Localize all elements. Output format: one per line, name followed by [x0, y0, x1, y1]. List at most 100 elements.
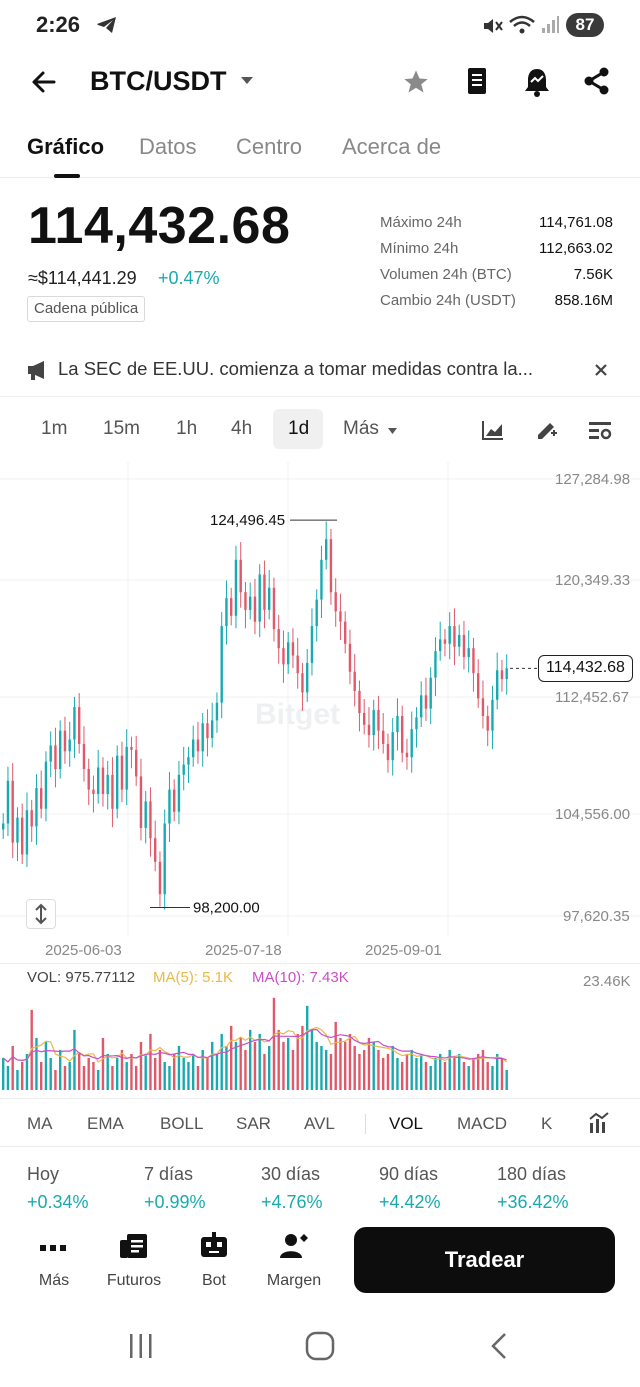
- perf-label-7d: 7 días: [144, 1164, 194, 1184]
- interval-1m[interactable]: 1m: [41, 418, 68, 439]
- volume-bar: [106, 1053, 109, 1090]
- tab-centro[interactable]: Centro: [236, 134, 303, 159]
- volume-bar: [277, 1029, 280, 1090]
- candle-body: [410, 729, 413, 758]
- chevron-down-icon[interactable]: [240, 76, 254, 86]
- candle-body: [363, 713, 366, 725]
- candle-body: [92, 789, 95, 795]
- indicator-macd[interactable]: MACD: [457, 1114, 508, 1133]
- tab-grafico[interactable]: Gráfico: [27, 134, 105, 159]
- candle-body: [225, 598, 228, 627]
- candle-body: [486, 715, 489, 731]
- chart-resize-button[interactable]: [26, 899, 56, 929]
- back-arrow-icon[interactable]: [30, 68, 58, 96]
- interval-15m[interactable]: 15m: [103, 418, 140, 439]
- candle-body: [415, 717, 418, 730]
- chart-settings-icon[interactable]: [587, 418, 613, 442]
- signal-icon: [542, 16, 559, 33]
- volume-label: VOL: 975.77112: [27, 969, 136, 986]
- wifi-icon: [509, 15, 535, 34]
- candlestick-chart[interactable]: Bitget 124,496.45 98,200.00: [0, 462, 640, 960]
- price-alert-bell-icon[interactable]: [522, 66, 552, 98]
- bot-icon[interactable]: [198, 1232, 230, 1260]
- volume-bar: [154, 1057, 157, 1090]
- interval-1h[interactable]: 1h: [176, 418, 198, 439]
- volume-bar: [439, 1053, 442, 1090]
- volume-bar: [410, 1049, 413, 1090]
- close-icon[interactable]: [594, 363, 608, 377]
- megaphone-icon: [28, 361, 44, 380]
- volume-bar: [363, 1049, 366, 1090]
- recent-apps-icon[interactable]: [126, 1331, 156, 1361]
- candle-body: [472, 648, 475, 674]
- news-headline[interactable]: La SEC de EE.UU. comienza a tomar medida…: [58, 358, 534, 379]
- nav-label-futures[interactable]: Futuros: [106, 1272, 162, 1289]
- candle-body: [329, 539, 333, 593]
- volume-ma10: MA(10): 7.43K: [252, 969, 349, 986]
- pair-title[interactable]: BTC/USDT: [90, 66, 227, 96]
- candle-body: [367, 724, 371, 736]
- price-axis-label: 120,349.33: [555, 572, 631, 589]
- volume-chart[interactable]: [0, 992, 640, 1092]
- perf-label-90d: 90 días: [379, 1164, 439, 1184]
- indicator-settings-icon[interactable]: [587, 1111, 611, 1135]
- volume-bar: [424, 1061, 428, 1090]
- perf-label-30d: 30 días: [261, 1164, 321, 1184]
- star-icon[interactable]: [402, 68, 430, 96]
- candle-body: [144, 801, 147, 828]
- candle-body: [306, 662, 309, 693]
- nav-label-more[interactable]: Más: [38, 1272, 70, 1289]
- indicator-boll[interactable]: BOLL: [160, 1114, 204, 1133]
- indicator-ma[interactable]: MA: [27, 1114, 53, 1133]
- indicator-k[interactable]: K: [541, 1114, 553, 1133]
- candle-body: [106, 774, 109, 795]
- drawing-tools-icon[interactable]: [535, 417, 559, 441]
- candle-body: [211, 720, 214, 739]
- candle-body: [201, 723, 204, 752]
- notebook-icon[interactable]: [464, 66, 490, 96]
- volume-bar: [253, 1041, 257, 1090]
- volume-bar: [6, 1065, 10, 1090]
- volume-bar: [97, 1069, 100, 1090]
- indicator-vol[interactable]: VOL: [389, 1114, 424, 1133]
- share-icon[interactable]: [582, 66, 612, 96]
- volume-bar: [116, 1057, 119, 1090]
- candle-body: [163, 823, 166, 895]
- volume-bar: [54, 1069, 57, 1090]
- interval-1d[interactable]: 1d: [288, 418, 310, 439]
- tab-acerca-de[interactable]: Acerca de: [342, 134, 442, 159]
- chain-badge[interactable]: Cadena pública: [27, 296, 146, 322]
- candle-body: [35, 788, 38, 827]
- candle-body: [73, 707, 76, 740]
- indicator-sar[interactable]: SAR: [236, 1114, 271, 1133]
- news-banner[interactable]: La SEC de EE.UU. comienza a tomar medida…: [0, 346, 640, 394]
- candle-body: [168, 789, 171, 824]
- volume-bar: [282, 1041, 285, 1090]
- volume-bar: [339, 1037, 342, 1090]
- chevron-down-icon[interactable]: [387, 427, 398, 435]
- chart-type-icon[interactable]: [481, 419, 505, 441]
- candle-body: [296, 655, 299, 674]
- interval-more[interactable]: Más: [343, 418, 379, 439]
- volume-bar: [301, 1025, 304, 1090]
- volume-bar: [192, 1053, 195, 1090]
- more-dots-icon[interactable]: [38, 1236, 68, 1260]
- home-button-icon[interactable]: [304, 1330, 336, 1362]
- candle-body: [253, 596, 257, 622]
- nav-label-margin[interactable]: Margen: [266, 1272, 322, 1289]
- futures-icon[interactable]: [118, 1232, 150, 1260]
- volume-bar: [372, 1041, 375, 1090]
- volume-bar: [453, 1057, 456, 1090]
- volume-bar: [348, 1033, 352, 1090]
- candle-body: [82, 743, 86, 769]
- volume-bar: [310, 1029, 314, 1090]
- back-nav-icon[interactable]: [486, 1331, 512, 1361]
- indicator-ema[interactable]: EMA: [87, 1114, 124, 1133]
- tab-datos[interactable]: Datos: [139, 134, 197, 159]
- indicator-avl[interactable]: AVL: [304, 1114, 335, 1133]
- interval-4h[interactable]: 4h: [231, 418, 253, 439]
- candle-body: [496, 670, 499, 700]
- trade-button[interactable]: Tradear: [354, 1227, 615, 1293]
- margin-icon[interactable]: [278, 1232, 310, 1260]
- nav-label-bot[interactable]: Bot: [201, 1272, 226, 1289]
